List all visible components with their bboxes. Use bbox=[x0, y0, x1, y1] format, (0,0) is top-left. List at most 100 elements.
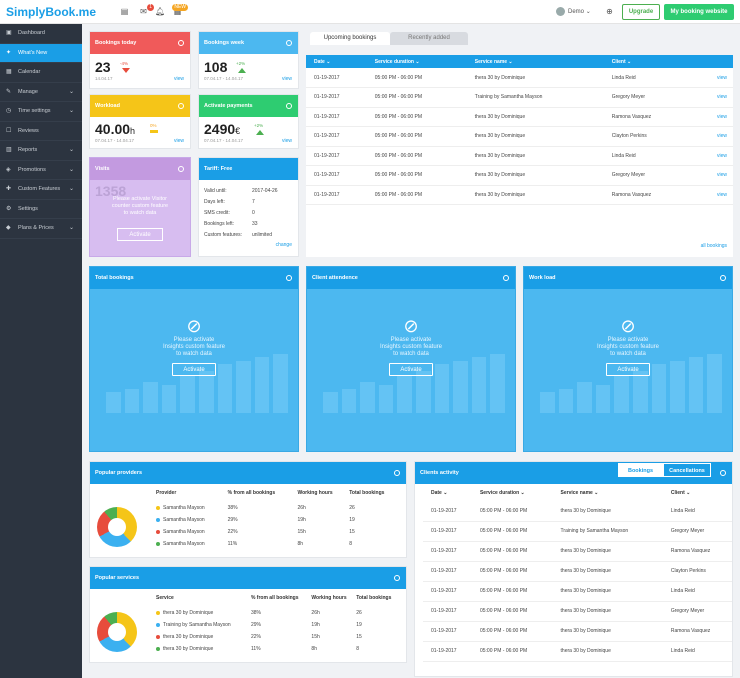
mail-icon[interactable]: ✉ 1 bbox=[140, 4, 154, 16]
globe-icon[interactable]: ⊕ bbox=[606, 7, 613, 16]
view-link[interactable]: view bbox=[281, 76, 292, 82]
table-row[interactable]: 01-19-2017 05:00 PM - 06:00 PM thera 30 by… bbox=[423, 641, 732, 662]
table-row[interactable]: 01-19-2017 05:00 PM - 06:00 PM thera 30 by… bbox=[306, 146, 733, 166]
sidebar-item-reviews[interactable]: ☐ Reviews bbox=[0, 122, 82, 141]
chevron-down-icon: ⌄ bbox=[68, 147, 74, 153]
sidebar-item-label: What's New bbox=[18, 49, 48, 56]
table-row[interactable]: 01-19-2017 05:00 PM - 06:00 PM thera 30 by… bbox=[423, 561, 732, 582]
sidebar-item-time-settings[interactable]: ◷ Time settings ⌄ bbox=[0, 102, 82, 122]
column-header[interactable]: Service duration ⌄ bbox=[374, 58, 420, 65]
help-icon[interactable] bbox=[286, 40, 292, 46]
table-row[interactable]: 01-19-2017 05:00 PM - 06:00 PM thera 30 by… bbox=[423, 621, 732, 642]
help-icon[interactable] bbox=[503, 275, 509, 281]
table-row[interactable]: 01-19-2017 05:00 PM - 06:00 PM thera 30 by… bbox=[423, 581, 732, 602]
view-link[interactable]: view bbox=[689, 146, 733, 166]
help-icon[interactable] bbox=[720, 470, 726, 476]
table-row[interactable]: 01-19-2017 05:00 PM - 06:00 PM Training by… bbox=[306, 87, 733, 108]
help-icon[interactable] bbox=[394, 575, 400, 581]
column-header[interactable]: Client ⌄ bbox=[611, 58, 632, 65]
bar bbox=[415, 371, 431, 413]
table-row[interactable]: 01-19-2017 05:00 PM - 06:00 PM thera 30 by… bbox=[423, 541, 732, 562]
tab-upcoming-bookings[interactable]: Upcoming bookings bbox=[310, 32, 390, 45]
tariff-row: Valid until: 2017-04-26 bbox=[204, 188, 278, 194]
sidebar-item-custom-features[interactable]: ✚ Custom Features ⌄ bbox=[0, 180, 82, 200]
list-icon[interactable]: ▤ bbox=[120, 7, 129, 16]
view-link[interactable]: view bbox=[281, 138, 292, 144]
column-header[interactable]: Date ⌄ bbox=[314, 58, 331, 65]
table-row[interactable]: 01-19-2017 05:00 PM - 06:00 PM thera 30 by… bbox=[306, 126, 733, 147]
logo[interactable]: SimplyBook.me bbox=[6, 5, 97, 19]
chart-icon: ▥ bbox=[6, 147, 12, 153]
table-cell: Gregory Meyer bbox=[662, 601, 732, 622]
help-icon[interactable] bbox=[178, 166, 184, 172]
view-link[interactable]: view bbox=[689, 185, 733, 205]
help-icon[interactable] bbox=[178, 103, 184, 109]
activate-visits-button[interactable]: Activate bbox=[117, 228, 163, 241]
column-header[interactable]: Service name ⌄ bbox=[474, 58, 513, 65]
column-header: Working hours bbox=[311, 595, 347, 601]
table-cell: 01-19-2017 bbox=[423, 541, 472, 562]
toggle-bookings[interactable]: Bookings bbox=[618, 463, 663, 477]
table-row[interactable]: 01-19-2017 05:00 PM - 06:00 PM thera 30 by… bbox=[306, 107, 733, 127]
view-link[interactable]: view bbox=[689, 87, 733, 108]
help-icon[interactable] bbox=[394, 470, 400, 476]
sidebar-item-plans-prices[interactable]: ◆ Plans & Prices ⌄ bbox=[0, 219, 82, 239]
help-icon[interactable] bbox=[286, 275, 292, 281]
all-bookings-link[interactable]: all bookings bbox=[700, 243, 727, 249]
list-item: Samantha Mayson 38% 26h 26 bbox=[156, 502, 401, 514]
table-cell: thera 30 by Dominique bbox=[466, 185, 604, 205]
booking-website-button[interactable]: My booking website bbox=[664, 4, 734, 20]
table-cell: thera 30 by Dominique bbox=[552, 581, 663, 602]
table-cell: 05:00 PM - 06:00 PM bbox=[471, 641, 553, 662]
clock-icon: ◷ bbox=[6, 108, 12, 114]
column-header[interactable]: Service name ⌄ bbox=[560, 489, 599, 496]
chevron-down-icon: ⌄ bbox=[68, 186, 74, 192]
hours-cell: 8h bbox=[297, 541, 304, 547]
sidebar-item-dashboard[interactable]: ▣ Dashboard bbox=[0, 24, 82, 44]
sidebar-item-settings[interactable]: ⚙ Settings bbox=[0, 200, 82, 219]
column-header[interactable]: Service duration ⌄ bbox=[479, 489, 525, 496]
user-menu[interactable]: Demo ⌄ bbox=[556, 7, 591, 16]
news-icon[interactable]: ▦ NEW bbox=[172, 4, 188, 16]
sidebar-item-promotions[interactable]: ◈ Promotions ⌄ bbox=[0, 161, 82, 180]
help-icon[interactable] bbox=[720, 275, 726, 281]
view-link[interactable]: view bbox=[689, 107, 733, 127]
column-header[interactable]: Client ⌄ bbox=[670, 489, 691, 496]
column-header: Working hours bbox=[297, 490, 333, 496]
view-link[interactable]: view bbox=[689, 68, 733, 88]
tariff-label: SMS credit: bbox=[204, 210, 230, 216]
table-row[interactable]: 01-19-2017 05:00 PM - 06:00 PM Training by… bbox=[423, 521, 732, 542]
bell-icon[interactable]: 🔔︎ bbox=[155, 7, 166, 16]
table-cell: Gregory Meyer bbox=[603, 87, 690, 108]
column-header[interactable]: Date ⌄ bbox=[431, 489, 448, 496]
table-cell: Ramona Vasquez bbox=[603, 185, 690, 205]
view-link[interactable]: view bbox=[173, 76, 184, 82]
bar bbox=[161, 385, 177, 413]
card-title: Tariff: Free bbox=[199, 158, 298, 180]
upgrade-button[interactable]: Upgrade bbox=[622, 4, 660, 20]
activate-insights-button[interactable]: Activate bbox=[172, 363, 216, 376]
activate-insights-button[interactable]: Activate bbox=[389, 363, 433, 376]
sidebar-item-calendar[interactable]: ▦ Calendar bbox=[0, 63, 82, 83]
table-row[interactable]: 01-19-2017 05:00 PM - 06:00 PM thera 30 by… bbox=[306, 185, 733, 205]
toggle-cancellations[interactable]: Cancellations bbox=[663, 463, 711, 477]
activate-insights-button[interactable]: Activate bbox=[606, 363, 650, 376]
sidebar-item-reports[interactable]: ▥ Reports ⌄ bbox=[0, 141, 82, 161]
sidebar-item-what-s-new[interactable]: ✦ What's New bbox=[0, 43, 82, 63]
table-row[interactable]: 01-19-2017 05:00 PM - 06:00 PM thera 30 by… bbox=[306, 165, 733, 186]
pct-cell: 22% bbox=[250, 634, 261, 640]
table-row[interactable]: 01-19-2017 05:00 PM - 06:00 PM thera 30 by… bbox=[423, 601, 732, 622]
tariff-value: 0 bbox=[252, 210, 255, 216]
view-link[interactable]: view bbox=[689, 165, 733, 186]
sidebar-item-manage[interactable]: ✎ Manage ⌄ bbox=[0, 83, 82, 102]
sidebar-item-label: Plans & Prices bbox=[18, 225, 54, 231]
tab-recently-added[interactable]: Recently added bbox=[390, 32, 468, 45]
view-link[interactable]: view bbox=[689, 126, 733, 147]
change-tariff-link[interactable]: change bbox=[275, 242, 292, 248]
help-icon[interactable] bbox=[286, 103, 292, 109]
tariff-value: unlimited bbox=[252, 232, 273, 238]
table-row[interactable]: 01-19-2017 05:00 PM - 06:00 PM thera 30 by… bbox=[423, 501, 732, 522]
help-icon[interactable] bbox=[178, 40, 184, 46]
table-row[interactable]: 01-19-2017 05:00 PM - 06:00 PM thera 30 by… bbox=[306, 68, 733, 88]
view-link[interactable]: view bbox=[173, 138, 184, 144]
